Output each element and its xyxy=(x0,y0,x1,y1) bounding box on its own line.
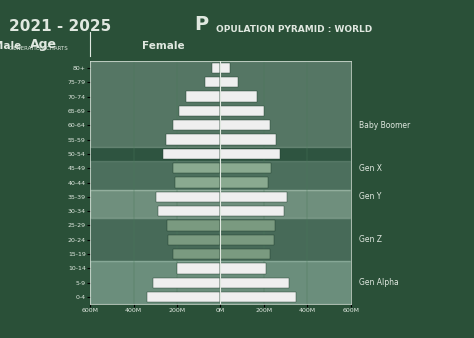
Bar xyxy=(220,235,274,245)
Bar xyxy=(168,235,220,245)
Text: Gen X: Gen X xyxy=(359,164,382,173)
Bar xyxy=(220,192,287,202)
Bar xyxy=(90,61,351,147)
Bar xyxy=(220,106,264,116)
Bar xyxy=(166,135,220,145)
Text: Gen Alpha: Gen Alpha xyxy=(359,278,399,287)
Bar xyxy=(90,261,351,304)
Bar xyxy=(220,163,271,173)
Bar xyxy=(179,106,220,116)
Bar xyxy=(167,220,220,231)
Bar xyxy=(220,177,268,188)
Bar xyxy=(220,220,275,231)
Bar xyxy=(177,263,220,273)
Bar xyxy=(163,149,220,159)
Text: GENERATION CHARTS: GENERATION CHARTS xyxy=(9,46,68,51)
Bar xyxy=(220,292,296,302)
Bar xyxy=(146,292,220,302)
Bar xyxy=(220,120,270,130)
Bar xyxy=(186,92,220,102)
Bar xyxy=(205,77,220,88)
Bar xyxy=(90,190,351,218)
Bar xyxy=(220,63,230,73)
Bar xyxy=(220,263,265,273)
Bar xyxy=(153,277,220,288)
Text: Age: Age xyxy=(30,38,56,51)
Bar xyxy=(90,218,351,261)
Bar xyxy=(173,120,220,130)
Bar xyxy=(220,92,257,102)
Bar xyxy=(158,206,220,216)
Bar xyxy=(220,135,276,145)
Bar xyxy=(90,161,351,190)
Bar xyxy=(212,63,220,73)
Bar xyxy=(173,163,220,173)
Text: Gen Y: Gen Y xyxy=(359,192,382,201)
Text: Baby Boomer: Baby Boomer xyxy=(359,121,410,130)
Bar xyxy=(220,206,284,216)
Bar xyxy=(220,277,290,288)
Text: Male: Male xyxy=(0,41,21,51)
Bar xyxy=(173,249,220,259)
Bar xyxy=(220,149,280,159)
Text: OPULATION PYRAMID : WORLD: OPULATION PYRAMID : WORLD xyxy=(216,25,372,34)
Bar xyxy=(220,249,270,259)
Bar xyxy=(156,192,220,202)
Text: 2021 - 2025: 2021 - 2025 xyxy=(9,19,112,34)
Text: P: P xyxy=(194,15,209,34)
Bar xyxy=(175,177,220,188)
Bar xyxy=(220,77,238,88)
Text: Female: Female xyxy=(142,41,184,51)
Text: Gen Z: Gen Z xyxy=(359,235,382,244)
